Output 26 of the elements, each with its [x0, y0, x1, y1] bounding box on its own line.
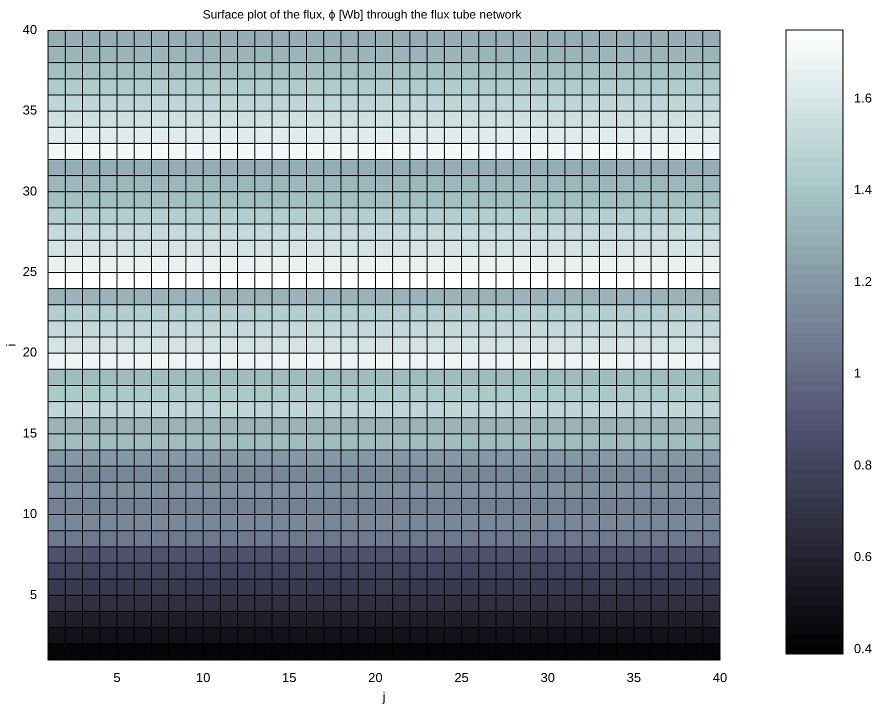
x-tick-label: 25	[454, 670, 469, 686]
y-tick-label: 25	[22, 264, 38, 280]
y-tick-label: 5	[30, 586, 38, 602]
y-tick-label: 35	[22, 102, 38, 118]
color-bar-label: 1.2	[854, 274, 872, 289]
x-tick-label: 40	[712, 670, 728, 686]
x-tick-label: 15	[282, 670, 297, 686]
color-bar-label: 0.4	[854, 640, 872, 656]
y-axis-title: i	[3, 344, 18, 347]
x-axis-title: j	[382, 688, 386, 704]
x-tick-label: 10	[196, 670, 210, 686]
color-bar-label: 1.4	[854, 182, 872, 198]
y-tick-label: 10	[22, 506, 38, 522]
x-tick-label: 20	[368, 670, 383, 686]
y-tick-label: 20	[22, 344, 38, 360]
color-bar-label: 1.6	[854, 90, 872, 106]
color-bar-label: 1	[854, 366, 862, 381]
x-tick-label: 35	[626, 670, 642, 686]
x-tick-label: 5	[113, 670, 121, 686]
x-tick-label: 30	[540, 670, 555, 686]
y-tick-label: 30	[22, 183, 38, 198]
color-bar-label: 0.8	[854, 457, 872, 472]
chart-title: Surface plot of the flux, ϕ [Wb] through the flux tube network	[202, 8, 522, 22]
y-tick-label: 40	[22, 22, 38, 37]
color-bar-label: 0.6	[854, 549, 872, 564]
y-tick-label: 15	[22, 425, 38, 440]
